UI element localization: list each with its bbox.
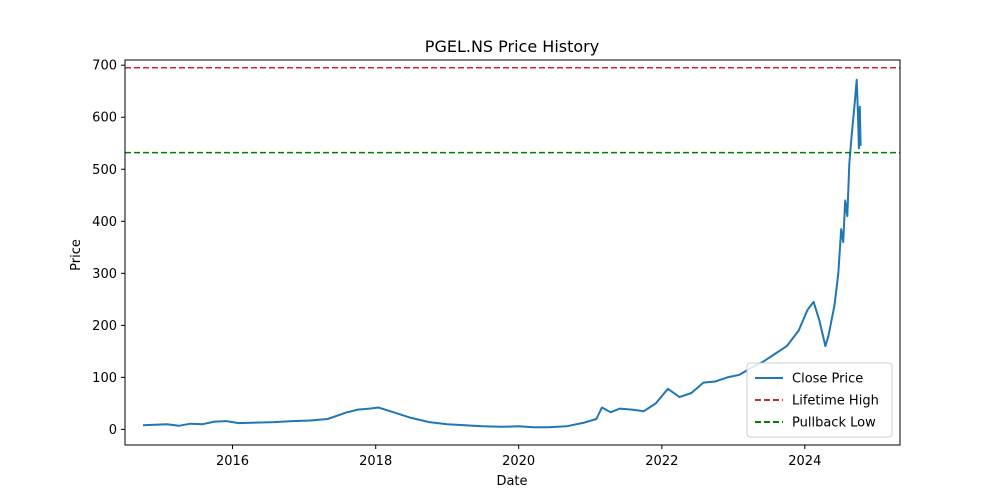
x-tick-label: 2016 [216, 454, 249, 469]
series-line-0 [142, 78, 862, 429]
legend-label: Close Price [792, 372, 863, 387]
legend-box [746, 362, 893, 438]
x-tick-label: 2024 [788, 454, 821, 469]
y-tick-label: 100 [92, 371, 117, 386]
y-tick-label: 400 [92, 215, 117, 230]
legend: Close Price Lifetime High Pullback Low [746, 362, 893, 438]
y-tick-label: 0 [109, 423, 117, 438]
x-tick-label: 2018 [359, 454, 392, 469]
legend-label: Lifetime High [792, 394, 879, 409]
y-tick-label: 500 [92, 163, 117, 178]
y-tick-label: 300 [92, 267, 117, 282]
plot-frame [124, 59, 901, 446]
y-axis-title: Price [69, 239, 84, 271]
chart-title: PGEL.NS Price History [425, 37, 599, 56]
y-tick-label: 600 [92, 111, 117, 126]
plot-area: 0 100 200 300 400 500 600 700 2016 2018 2020 2022 20… [92, 59, 901, 469]
y-tick-label: 200 [92, 319, 117, 334]
x-axis-title: Date [496, 474, 527, 489]
y-tick-label: 700 [92, 59, 117, 74]
legend-label: Pullback Low [792, 416, 876, 431]
x-tick-label: 2020 [502, 454, 535, 469]
x-tick-label: 2022 [645, 454, 678, 469]
